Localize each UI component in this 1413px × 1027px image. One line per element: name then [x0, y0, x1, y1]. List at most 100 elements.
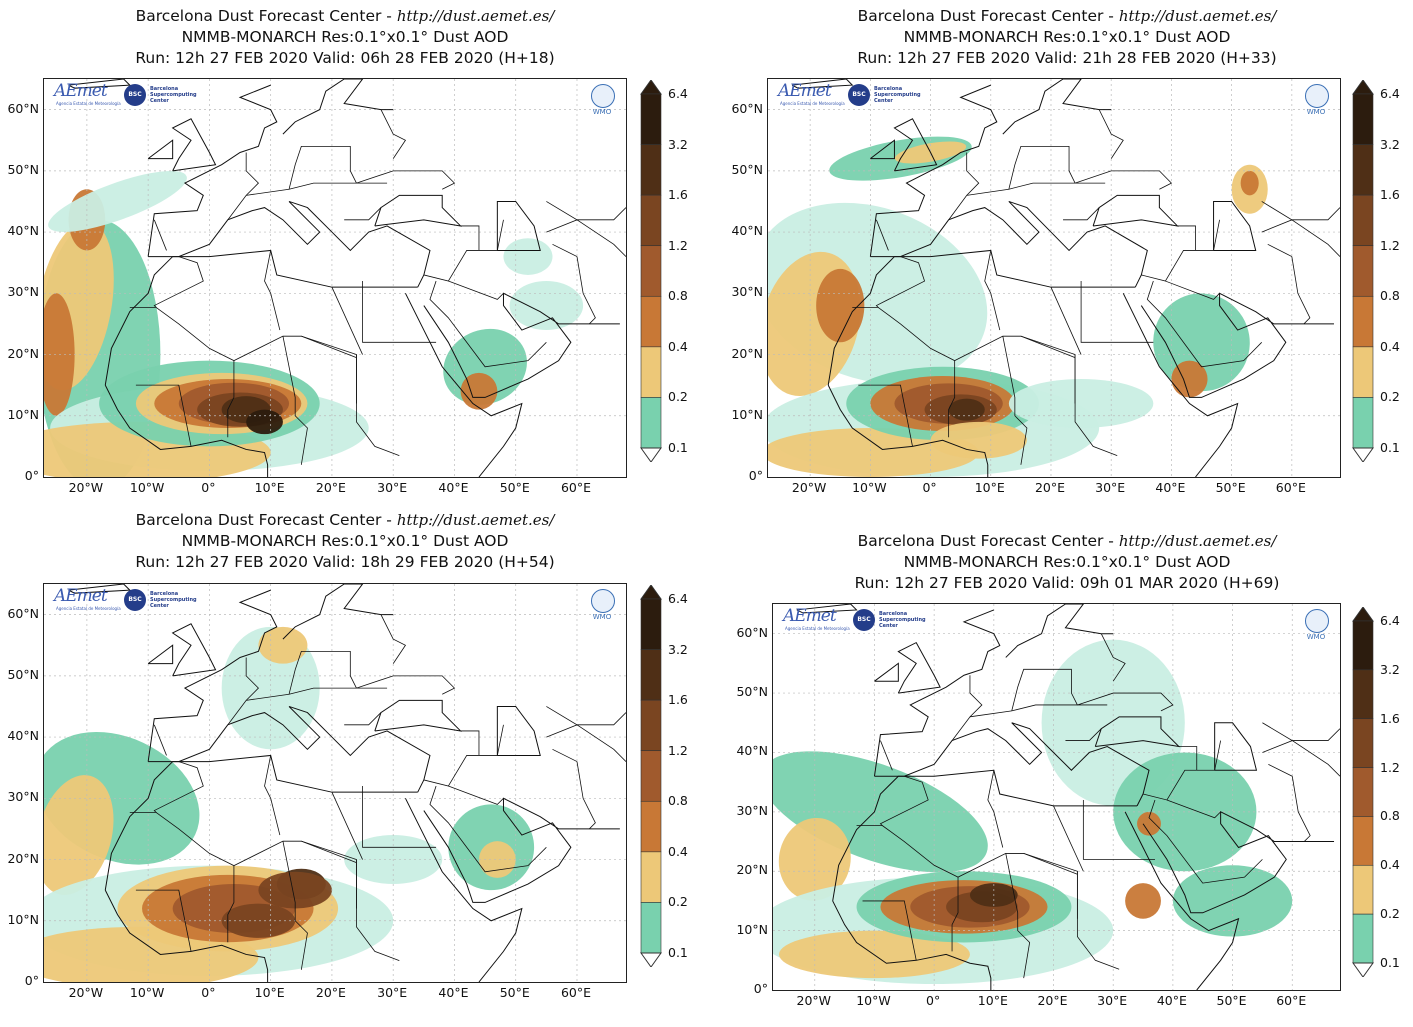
coastline — [423, 797, 620, 903]
country-border — [546, 201, 626, 221]
panel-title: Barcelona Dust Forecast Center - http://… — [0, 6, 690, 27]
colorbar: 6.4 3.2 1.6 1.2 0.8 0.4 0.2 0.1 — [640, 80, 688, 462]
colorbar-tick-label: 6.4 — [1380, 613, 1400, 628]
country-border — [966, 182, 1106, 196]
colorbar-segment — [640, 295, 662, 348]
colorbar-segment — [1352, 93, 1374, 145]
map-canvas — [44, 79, 626, 477]
colorbar-segment — [640, 245, 662, 297]
colorbar-tick-label: 3.2 — [1380, 661, 1400, 677]
center-name: Barcelona Dust Forecast Center - — [857, 7, 1119, 25]
coastline — [374, 699, 463, 732]
center-url[interactable]: http://dust.aemet.es/ — [396, 511, 555, 529]
longitude-tick-label: 40°E — [1155, 480, 1186, 495]
coastline — [1140, 292, 1334, 398]
country-border — [1291, 256, 1311, 325]
run-valid-line: Run: 12h 27 FEB 2020 Valid: 09h 01 MAR 2… — [854, 574, 1280, 592]
coastline — [1005, 604, 1114, 658]
latitude-tick-label: 40°N — [736, 743, 768, 759]
wmo-logo: WMO — [1302, 609, 1330, 643]
colorbar-segment — [1352, 620, 1374, 671]
dust-contour-c01 — [48, 170, 187, 232]
colorbar-segment — [640, 194, 662, 247]
center-url[interactable]: http://dust.aemet.es/ — [396, 7, 555, 25]
colorbar-tick-label: 0.2 — [1380, 389, 1400, 405]
colorbar-tick-label: 1.2 — [668, 237, 688, 253]
colorbar-segment — [1352, 346, 1374, 398]
longitude-tick-label: 20°W — [796, 993, 832, 1008]
dust-contour-c08 — [1171, 360, 1208, 398]
latitude-tick-label: 30°N — [731, 284, 763, 300]
country-border — [1142, 769, 1197, 801]
colorbar-segment — [1352, 144, 1374, 196]
coastline — [147, 84, 278, 257]
country-border — [1074, 170, 1173, 190]
longitude-tick-label: 50°E — [499, 985, 530, 1000]
coastline — [827, 249, 1136, 386]
colorbar-overflow-arrow — [640, 585, 662, 600]
country-border — [576, 256, 596, 325]
coastline — [1213, 200, 1257, 251]
colorbar-tick-label: 1.6 — [668, 187, 688, 203]
latitude-tick-label: 0° — [24, 973, 39, 988]
country-border — [1008, 145, 1076, 190]
country-border — [1063, 207, 1100, 221]
model-line: NMMB-MONARCH Res:0.1°x0.1° Dust AOD — [181, 28, 509, 46]
country-border — [1177, 225, 1196, 251]
run-valid-line: Run: 12h 27 FEB 2020 Valid: 18h 29 FEB 2… — [135, 553, 555, 571]
colorbar: 6.4 3.2 1.6 1.2 0.8 0.4 0.2 0.1 — [1352, 80, 1400, 462]
coastline — [104, 249, 418, 386]
country-border — [423, 755, 479, 787]
longitude-tick-label: 20°W — [791, 480, 827, 495]
longitude-tick-label: 20°E — [315, 985, 346, 1000]
dust-contour-c01 — [509, 281, 584, 331]
colorbar: 6.4 3.2 1.6 1.2 0.8 0.4 0.2 0.1 — [640, 585, 688, 967]
coastline — [282, 584, 394, 640]
country-border — [1261, 219, 1340, 257]
colorbar-segment — [1352, 194, 1374, 247]
colorbar-tick-label: 0.8 — [1380, 808, 1400, 824]
coastline — [870, 200, 1148, 288]
panel-title: Barcelona Dust Forecast Center - http://… — [0, 510, 690, 531]
country-border — [1195, 219, 1220, 251]
country-border — [951, 877, 959, 952]
country-border — [880, 740, 893, 771]
dust-contour-c04 — [44, 775, 114, 895]
coastline — [870, 139, 895, 160]
wmo-logo: WMO — [1302, 84, 1330, 118]
country-border — [288, 145, 357, 190]
colorbar-tick-label: 0.4 — [668, 843, 688, 859]
longitude-tick-label: 10°E — [974, 480, 1005, 495]
country-border — [356, 859, 400, 961]
longitude-tick-label: 10°W — [129, 480, 165, 495]
center-url[interactable]: http://dust.aemet.es/ — [1118, 532, 1277, 550]
aemet-logo-subtitle: Agencia Estatal de Meteorología — [56, 606, 121, 611]
longitude-tick-label: 60°E — [1276, 993, 1307, 1008]
dust-contour-c01 — [1008, 379, 1154, 429]
coastline — [832, 900, 992, 990]
center-url[interactable]: http://dust.aemet.es/ — [1118, 7, 1277, 25]
dust-contour-c08 — [1240, 170, 1259, 196]
coastline — [148, 200, 431, 288]
country-border — [546, 724, 626, 762]
country-border — [227, 152, 259, 221]
latitude-tick-label: 60°N — [736, 624, 768, 640]
coastline — [832, 769, 1138, 902]
colorbar-tick-label: 3.2 — [668, 136, 688, 152]
coastline — [893, 118, 938, 172]
country-border — [344, 712, 382, 726]
aemet-logo-subtitle: Agencia Estatal de Meteorología — [780, 101, 845, 106]
longitude-tick-label: 40°E — [438, 480, 469, 495]
country-border — [1077, 692, 1174, 712]
country-border — [264, 755, 281, 836]
model-line: NMMB-MONARCH Res:0.1°x0.1° Dust AOD — [903, 28, 1231, 46]
colorbar-tick-label: 0.2 — [1380, 906, 1400, 922]
colorbar-tick-label: 0.8 — [668, 288, 688, 304]
colorbar-tick-label: 1.6 — [1380, 710, 1400, 726]
country-border — [282, 336, 308, 465]
wmo-emblem-icon — [1305, 609, 1329, 633]
bsc-logo-text: Barcelona Supercomputing Center — [874, 86, 921, 104]
bsc-logo-icon: BSC — [124, 84, 146, 106]
country-border — [948, 360, 956, 438]
aemet-logo: AEmet — [54, 586, 108, 606]
